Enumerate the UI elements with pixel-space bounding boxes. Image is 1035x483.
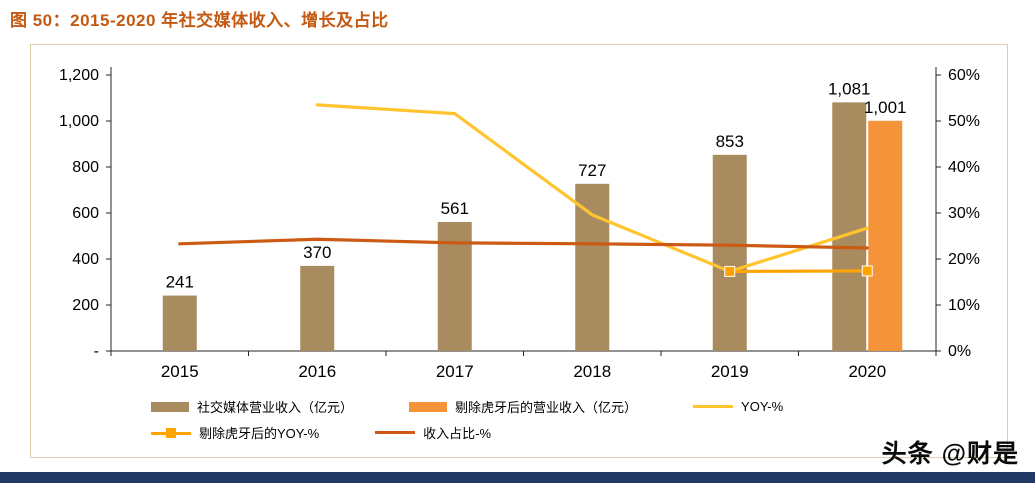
legend-label-excl-huya-bar: 剔除虎牙后的营业收入（亿元）: [455, 400, 638, 415]
left-axis-tick-label: 400: [72, 251, 99, 268]
x-axis-label-2019: 2019: [711, 362, 749, 381]
legend-row-2: 剔除虎牙后的YOY-% 收入占比-%: [151, 423, 1007, 442]
x-axis-label-2017: 2017: [436, 362, 474, 381]
chart-legend: 社交媒体营业收入（亿元） 剔除虎牙后的营业收入（亿元） YOY-%: [31, 397, 1007, 442]
legend-item-yoy-line: YOY-%: [693, 399, 783, 414]
left-axis-tick-label: 1,200: [59, 67, 99, 84]
bar-value-label: 853: [716, 132, 744, 151]
bar-2020-series-0: [832, 102, 867, 351]
bar-2020-series-1: [868, 120, 903, 352]
right-axis-tick-label: 10%: [948, 297, 980, 314]
bar-2019-series-0: [712, 154, 747, 351]
right-axis-tick-label: 60%: [948, 67, 980, 84]
legend-item-revenue-share-line: 收入占比-%: [375, 423, 491, 442]
x-axis-label-2020: 2020: [848, 362, 886, 381]
combo-chart-canvas: 1,200 1,000 800 600 400 200 - 60% 50% 40% 30% 20% 10…: [59, 67, 980, 381]
legend-label-revenue-share-line: 收入占比-%: [423, 426, 492, 441]
bar-value-label: 727: [578, 161, 606, 180]
figure-title: 图 50：2015-2020 年社交媒体收入、增长及占比: [10, 11, 389, 30]
left-axis-tick-label: 1,000: [59, 113, 99, 130]
bar-value-label: 241: [166, 273, 194, 292]
legend-swatch-excl-huya-bar: [409, 401, 448, 412]
bar-value-label: 561: [441, 199, 469, 218]
left-axis-tick-label: 200: [72, 297, 99, 314]
legend-label-excl-huya-yoy-line: 剔除虎牙后的YOY-%: [199, 426, 320, 441]
right-axis-tick-label: 0%: [948, 343, 971, 360]
legend-swatch-yoy-line: [693, 405, 734, 408]
right-axis-tick-label: 20%: [948, 251, 980, 268]
x-axis-label-2018: 2018: [573, 362, 611, 381]
bar-2018-series-0: [575, 183, 610, 351]
left-axis-tick-label: 600: [72, 205, 99, 222]
right-axis-tick-label: 40%: [948, 159, 980, 176]
legend-label-revenue-bar: 社交媒体营业收入（亿元）: [197, 400, 354, 415]
chart-container: 1,200 1,000 800 600 400 200 - 60% 50% 40% 30% 20% 10…: [30, 44, 1008, 458]
legend-swatch-revenue-bar: [151, 401, 189, 412]
bar-value-label: 1,001: [864, 98, 907, 117]
line-series-2: [178, 237, 869, 250]
right-axis-tick-label: 50%: [948, 113, 980, 130]
legend-item-excl-huya-yoy-line: 剔除虎牙后的YOY-%: [151, 423, 319, 442]
bar-2016-series-0: [300, 265, 335, 351]
legend-square-marker-icon: [166, 427, 176, 438]
right-axis-tick-label: 30%: [948, 205, 980, 222]
x-axis-label-2016: 2016: [298, 362, 336, 381]
legend-row-1: 社交媒体营业收入（亿元） 剔除虎牙后的营业收入（亿元） YOY-%: [151, 397, 1007, 416]
bar-2015-series-0: [162, 295, 197, 351]
legend-item-excl-huya-bar: 剔除虎牙后的营业收入（亿元）: [409, 397, 637, 416]
legend-item-revenue-bar: 社交媒体营业收入（亿元）: [151, 397, 353, 416]
legend-swatch-revenue-share-line: [375, 431, 416, 434]
left-axis-tick-label: -: [94, 343, 99, 360]
x-axis-label-2015: 2015: [161, 362, 199, 381]
line-square-marker: [724, 265, 736, 277]
line-square-marker: [861, 265, 873, 277]
bar-value-label: 370: [303, 243, 331, 262]
toutiao-watermark: 头条 @财是: [881, 440, 1019, 468]
line-series-0: [315, 103, 869, 274]
legend-label-yoy-line: YOY-%: [741, 399, 784, 414]
bar-value-label: 1,081: [828, 79, 871, 98]
footer-accent-bar: [0, 472, 1035, 483]
left-axis-tick-label: 800: [72, 159, 99, 176]
legend-swatch-excl-huya-yoy-line: [151, 427, 191, 438]
